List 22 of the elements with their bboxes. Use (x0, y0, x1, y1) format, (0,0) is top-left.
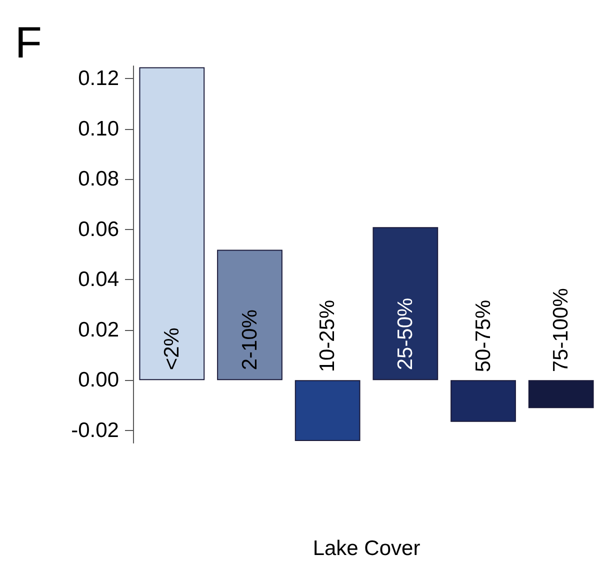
x-tick-label: 50-75% (472, 300, 495, 372)
y-tick-label: 0.02 (78, 318, 119, 342)
x-tick-label: 2-10% (238, 309, 262, 370)
x-tick-label: 10-25% (316, 300, 340, 372)
y-tick-label: 0.04 (78, 268, 120, 292)
bar (139, 67, 205, 380)
y-tick-label: -0.02 (71, 418, 119, 442)
y-tick-label: 0.00 (78, 368, 119, 392)
y-tick-label: 0.12 (78, 67, 119, 90)
bar (217, 250, 282, 380)
x-tick-label: <2% (160, 328, 184, 370)
x-tick-label: 25-50% (394, 298, 417, 370)
bar (450, 380, 516, 422)
y-tick-label: 0.10 (78, 117, 119, 140)
chart-title: F (15, 18, 42, 68)
bar (528, 380, 594, 408)
bar (372, 227, 438, 380)
y-tick-label: 0.06 (78, 218, 119, 241)
x-axis-title: Lake Cover (312, 537, 420, 560)
x-tick-label: 75-100% (550, 288, 573, 372)
bar (294, 380, 360, 441)
y-tick-label: 0.08 (78, 168, 119, 191)
